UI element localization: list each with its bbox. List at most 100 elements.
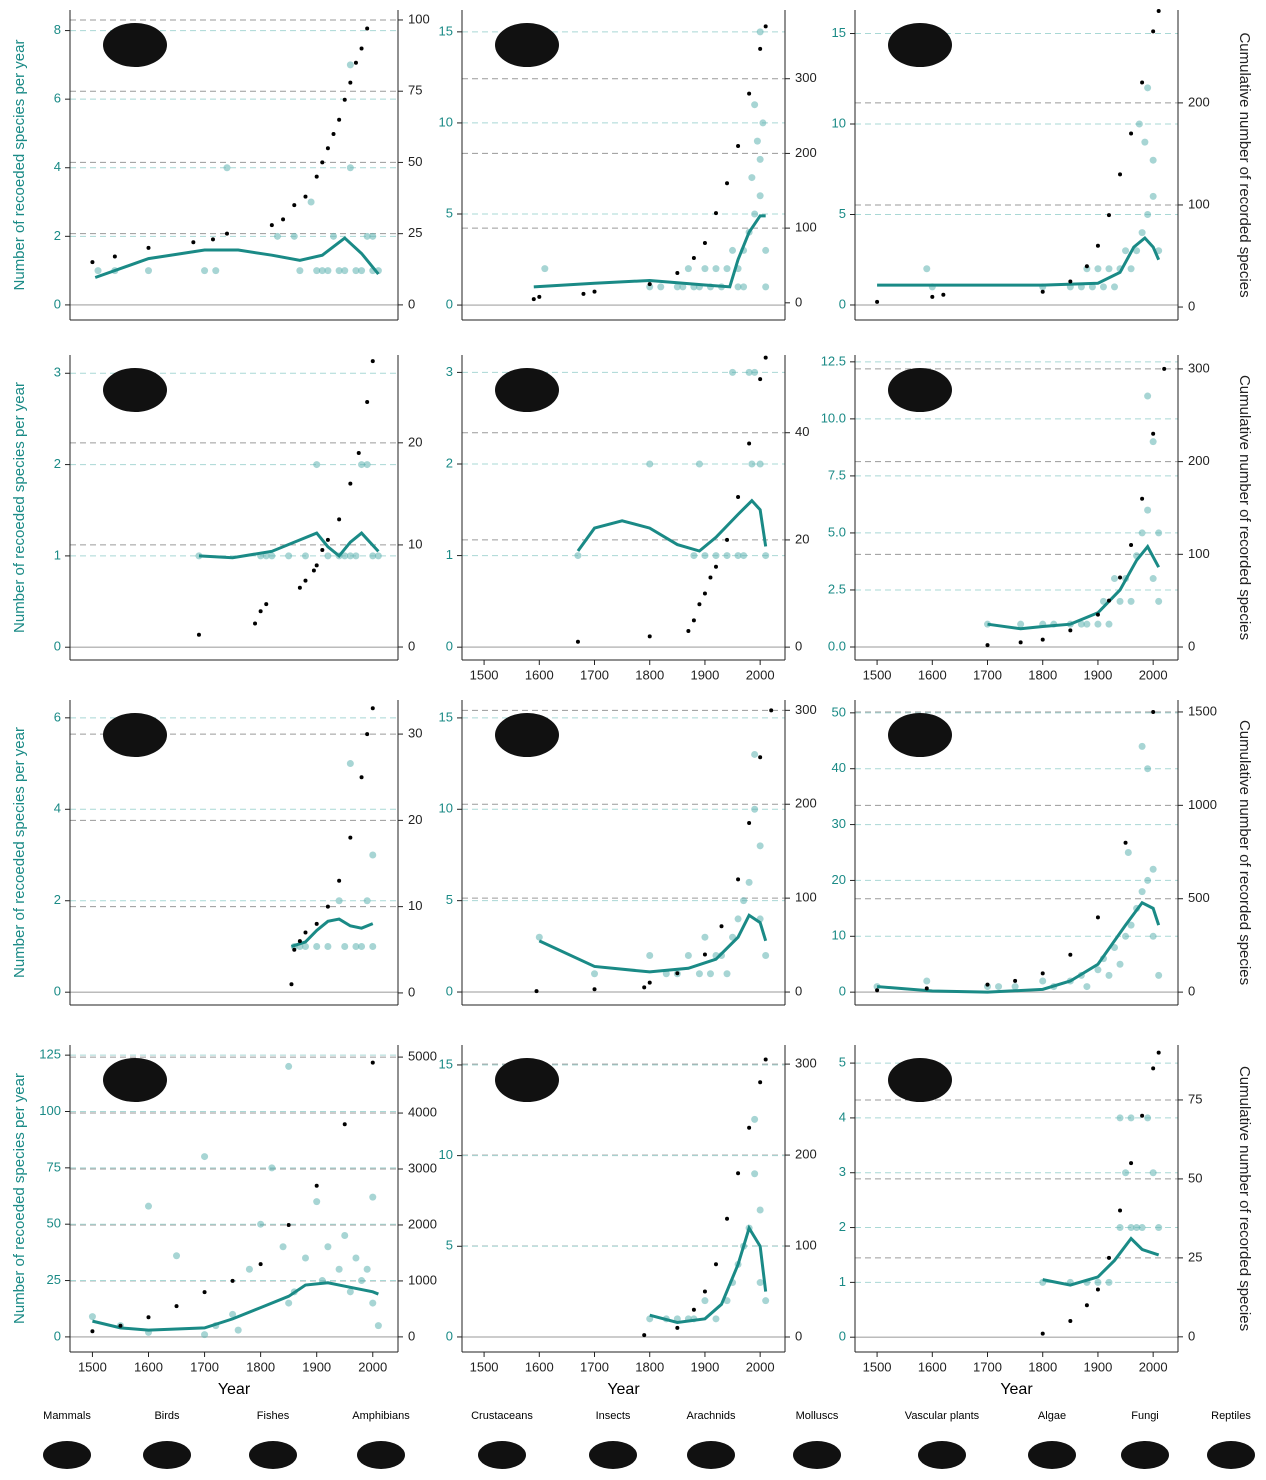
annual-point [352, 552, 360, 560]
x-axis-label: Year [1000, 1381, 1033, 1398]
y2-tick-label: 0 [1188, 638, 1195, 653]
annual-point [679, 283, 687, 291]
y-tick-label: 2 [54, 228, 61, 243]
annual-point [1144, 210, 1152, 218]
cumulative-dot [303, 930, 308, 935]
annual-point [701, 933, 709, 941]
annual-point [1149, 865, 1157, 873]
annual-point [1105, 1278, 1113, 1286]
annual-point [695, 970, 703, 978]
y-tick-label: 2 [54, 456, 61, 471]
cumulative-dot [534, 989, 539, 994]
cumulative-dot [370, 706, 375, 711]
cumulative-dot [642, 1333, 647, 1338]
x-tick-label: 2000 [746, 1359, 775, 1374]
annual-point [313, 267, 321, 275]
y2-tick-label: 200 [795, 145, 817, 160]
y2-tick-label: 0 [1188, 1328, 1195, 1343]
y-tick-label: 3 [839, 1164, 846, 1179]
y-tick-label: 5 [446, 1238, 453, 1253]
annual-point [756, 460, 764, 468]
x-tick-label: 1500 [863, 1359, 892, 1374]
annual-point [753, 137, 761, 145]
cumulative-dot [303, 194, 308, 199]
cumulative-dot [581, 291, 586, 296]
cumulative-dot [1129, 1161, 1134, 1166]
annual-point [734, 283, 742, 291]
annual-point [341, 552, 349, 560]
cumulative-dot [1118, 1208, 1123, 1213]
annual-point [535, 933, 543, 941]
y2-tick-label: 0 [408, 1328, 415, 1343]
annual-point [223, 164, 231, 172]
y2-tick-label: 25 [408, 225, 422, 240]
y-tick-label: 0 [446, 639, 453, 654]
y2-tick-label: 1500 [1188, 703, 1217, 718]
annual-point [1127, 597, 1135, 605]
cumulative-dot [758, 1080, 763, 1085]
legend-label: Amphibians [352, 1410, 410, 1422]
cumulative-dot [1156, 1050, 1161, 1055]
annual-point [756, 192, 764, 200]
y-tick-label: 4 [54, 159, 61, 174]
cumulative-dot [1040, 637, 1045, 642]
annual-point [751, 210, 759, 218]
smooth-line [576, 498, 768, 553]
annual-point [1105, 620, 1113, 628]
x-tick-label: 1500 [470, 1359, 499, 1374]
y2-tick-label: 100 [1188, 546, 1210, 561]
annual-point [734, 552, 742, 560]
y-tick-label: 10 [832, 928, 846, 943]
annual-point [591, 970, 599, 978]
cumulative-dot [592, 289, 597, 294]
annual-point [324, 1243, 332, 1251]
annual-point [1144, 506, 1152, 514]
annual-point [352, 942, 360, 950]
cumulative-dot [258, 1262, 263, 1267]
y-tick-label: 4 [839, 1109, 846, 1124]
legend-label: Insects [596, 1410, 631, 1422]
cumulative-dot [1040, 971, 1045, 976]
cumulative-dot [342, 97, 347, 102]
annual-point [756, 1279, 764, 1287]
cumulative-dot [1118, 172, 1123, 177]
annual-point [756, 842, 764, 850]
annual-point [346, 1288, 354, 1296]
y2-tick-label: 300 [1188, 360, 1210, 375]
cumulative-dot [289, 982, 294, 987]
cumulative-dot [702, 952, 707, 957]
taxon-icon [103, 713, 167, 757]
cumulative-dot [1129, 543, 1134, 548]
annual-point [1017, 620, 1025, 628]
cumulative-dot [1095, 612, 1100, 617]
cumulative-dot [537, 294, 542, 299]
y-tick-label: 2 [446, 455, 453, 470]
annual-point [1144, 1114, 1152, 1122]
annual-point [923, 265, 931, 273]
annual-point [1155, 529, 1163, 537]
cumulative-dot [985, 643, 990, 648]
cumulative-dot [281, 217, 286, 222]
cumulative-dot [1123, 840, 1128, 845]
y2-tick-label: 25 [1188, 1249, 1202, 1264]
y-tick-label: 30 [832, 816, 846, 831]
annual-point [335, 897, 343, 905]
y2-tick-label: 10 [408, 536, 422, 551]
cumulative-dot [985, 982, 990, 987]
y-tick-label: 5 [446, 892, 453, 907]
annual-point [296, 267, 304, 275]
annual-point [330, 232, 338, 240]
taxon-icon [103, 1058, 167, 1102]
annual-point [273, 232, 281, 240]
annual-point [358, 1277, 366, 1285]
annual-point [740, 897, 748, 905]
cumulative-dot [1140, 80, 1145, 85]
annual-point [358, 267, 366, 275]
legend-icon [793, 1441, 841, 1469]
cumulative-dot [691, 256, 696, 260]
cumulative-dot [90, 1329, 95, 1334]
annual-point [723, 552, 731, 560]
annual-point [712, 1315, 720, 1323]
x-tick-label: 1900 [302, 1359, 331, 1374]
annual-point [369, 942, 377, 950]
